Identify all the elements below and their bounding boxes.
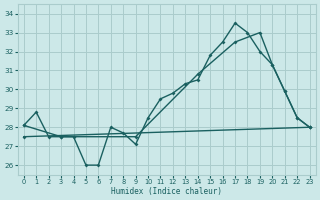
X-axis label: Humidex (Indice chaleur): Humidex (Indice chaleur) — [111, 187, 222, 196]
